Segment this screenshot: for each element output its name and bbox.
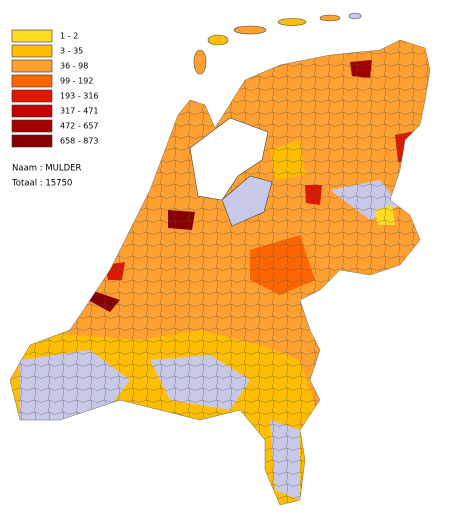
lake [189, 117, 269, 201]
legend-swatch [11, 44, 53, 58]
legend-swatch [11, 89, 53, 103]
island [193, 49, 207, 75]
legend-label: 658 - 873 [60, 137, 99, 146]
legend-label: 193 - 316 [60, 92, 99, 101]
legend-label: 99 - 192 [60, 77, 93, 86]
legend-swatch [11, 119, 53, 133]
island [207, 34, 229, 46]
legend: 1 - 2 3 - 35 36 - 98 99 - 192 193 - 316 317 -… [11, 29, 99, 148]
legend-label: 472 - 657 [60, 122, 99, 131]
island [348, 12, 362, 20]
total-label: Totaal : 15750 [11, 179, 72, 189]
legend-swatch [11, 29, 53, 43]
legend-label: 317 - 471 [60, 107, 99, 116]
legend-swatch [11, 59, 53, 73]
islands [193, 12, 362, 75]
country-outline [9, 39, 431, 506]
island [319, 14, 341, 22]
island [233, 25, 267, 35]
legend-label: 36 - 98 [60, 62, 88, 71]
legend-swatch [11, 134, 53, 148]
legend-swatch [11, 74, 53, 88]
legend-swatch [11, 104, 53, 118]
legend-label: 1 - 2 [60, 32, 78, 41]
flevoland [221, 175, 273, 227]
name-label: Naam : MULDER [12, 164, 82, 174]
legend-label: 3 - 35 [60, 47, 83, 56]
island [277, 18, 307, 26]
